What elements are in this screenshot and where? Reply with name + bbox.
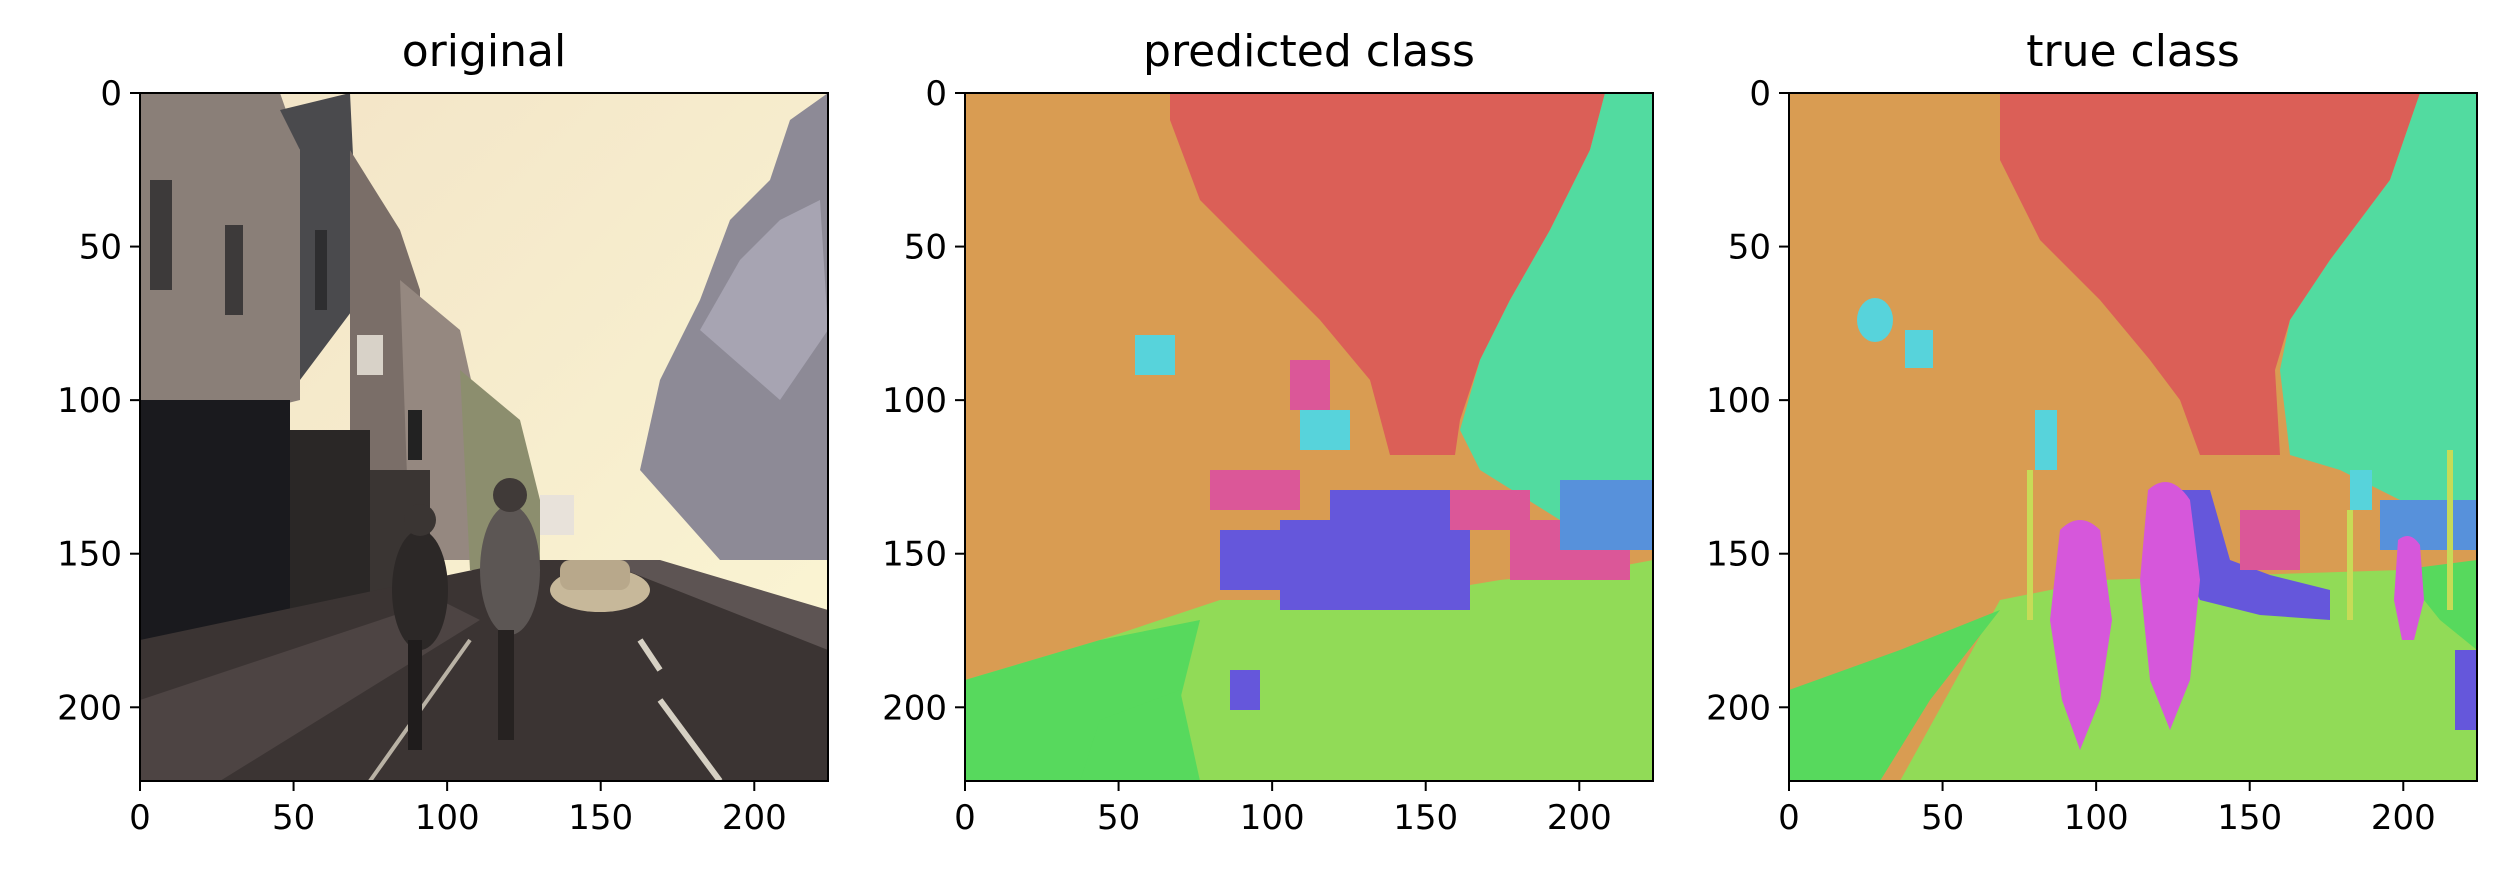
original-panel: original	[57, 26, 829, 838]
x-tick-label-predicted: 150	[1393, 798, 1458, 838]
axes-frame-predicted	[964, 92, 1654, 782]
y-tick-label-predicted: 50	[904, 228, 947, 268]
x-tick-label-true: 50	[1921, 798, 1964, 838]
y-tick-label-original: 0	[100, 74, 122, 114]
x-tick-label-predicted: 0	[954, 798, 976, 838]
panel-title-original: original	[402, 26, 566, 77]
x-tick-label-original: 0	[129, 798, 151, 838]
y-tick-label-original: 100	[57, 381, 122, 421]
x-tick-label-original: 150	[568, 798, 633, 838]
y-tick-label-true: 100	[1706, 381, 1771, 421]
predicted-panel: predicted class	[882, 26, 1654, 838]
x-tick-label-true: 0	[1778, 798, 1800, 838]
original-image	[140, 93, 828, 781]
y-tick-label-predicted: 0	[925, 74, 947, 114]
ticks-original: 0 50 100 150 200 0 50 100 150 200	[57, 74, 787, 838]
true-panel: true class	[1706, 26, 2478, 838]
y-tick-label-predicted: 150	[882, 535, 947, 575]
x-tick-label-original: 50	[272, 798, 315, 838]
axes-frame-true	[1788, 92, 2478, 782]
axes-frame-original	[139, 92, 829, 782]
predicted-image	[965, 93, 1653, 781]
y-tick-label-true: 0	[1749, 74, 1771, 114]
true-image	[1789, 93, 2477, 781]
y-tick-label-true: 50	[1728, 228, 1771, 268]
y-tick-label-original: 150	[57, 535, 122, 575]
x-tick-label-true: 150	[2217, 798, 2282, 838]
ticks-predicted: 0 50 100 150 200 0 50 100 150 200	[882, 74, 1612, 838]
y-tick-label-original: 50	[79, 228, 122, 268]
y-tick-label-predicted: 100	[882, 381, 947, 421]
y-tick-label-original: 200	[57, 688, 122, 728]
x-tick-label-true: 200	[2371, 798, 2436, 838]
y-tick-label-predicted: 200	[882, 688, 947, 728]
y-tick-label-true: 150	[1706, 535, 1771, 575]
x-tick-label-original: 100	[415, 798, 480, 838]
panel-title-true: true class	[2026, 26, 2240, 77]
ticks-true: 0 50 100 150 200 0 50 100 150 200	[1706, 74, 2436, 838]
panel-title-predicted: predicted class	[1143, 26, 1475, 77]
x-tick-label-predicted: 100	[1240, 798, 1305, 838]
x-tick-label-predicted: 50	[1097, 798, 1140, 838]
x-tick-label-true: 100	[2064, 798, 2129, 838]
x-tick-label-predicted: 200	[1547, 798, 1612, 838]
x-tick-label-original: 200	[722, 798, 787, 838]
y-tick-label-true: 200	[1706, 688, 1771, 728]
